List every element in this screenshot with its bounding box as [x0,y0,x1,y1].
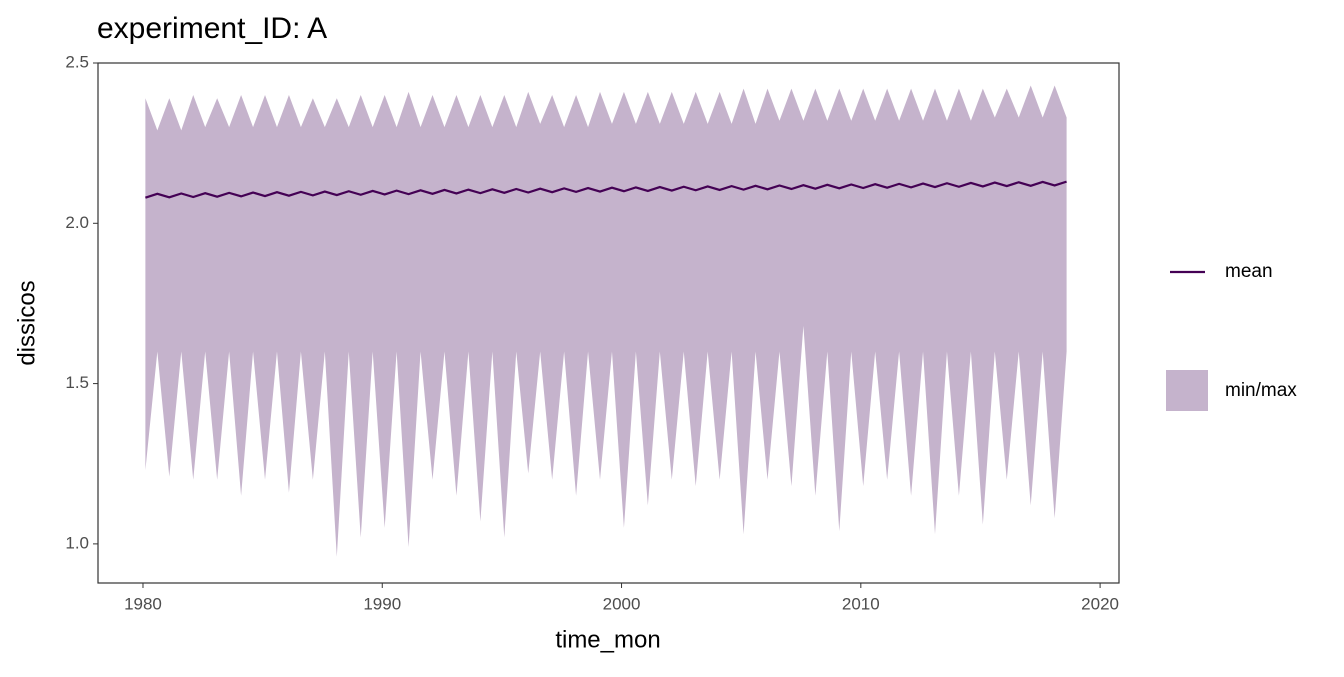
plot-border [97,62,1120,584]
y-axis-label: dissicos [13,280,40,365]
legend-swatch [1166,370,1208,411]
x-axis-label: time_mon [555,626,660,653]
chart-title: experiment_ID: A [97,12,327,45]
y-tick-label: 2.5 [65,52,89,71]
legend-label: min/max [1225,380,1297,401]
mean-line [145,180,1067,199]
x-tick-label: 2020 [1081,594,1119,613]
x-tick-label: 2000 [603,594,641,613]
x-tick-label: 1980 [124,594,162,613]
x-tick-label: 2010 [842,594,880,613]
legend-label: mean [1225,261,1273,282]
y-tick-label: 1.5 [65,373,89,392]
x-tick-label: 1990 [363,594,401,613]
min-max-ribbon [145,85,1067,557]
y-tick-label: 2.0 [65,213,89,232]
y-tick-label: 1.0 [65,533,89,552]
